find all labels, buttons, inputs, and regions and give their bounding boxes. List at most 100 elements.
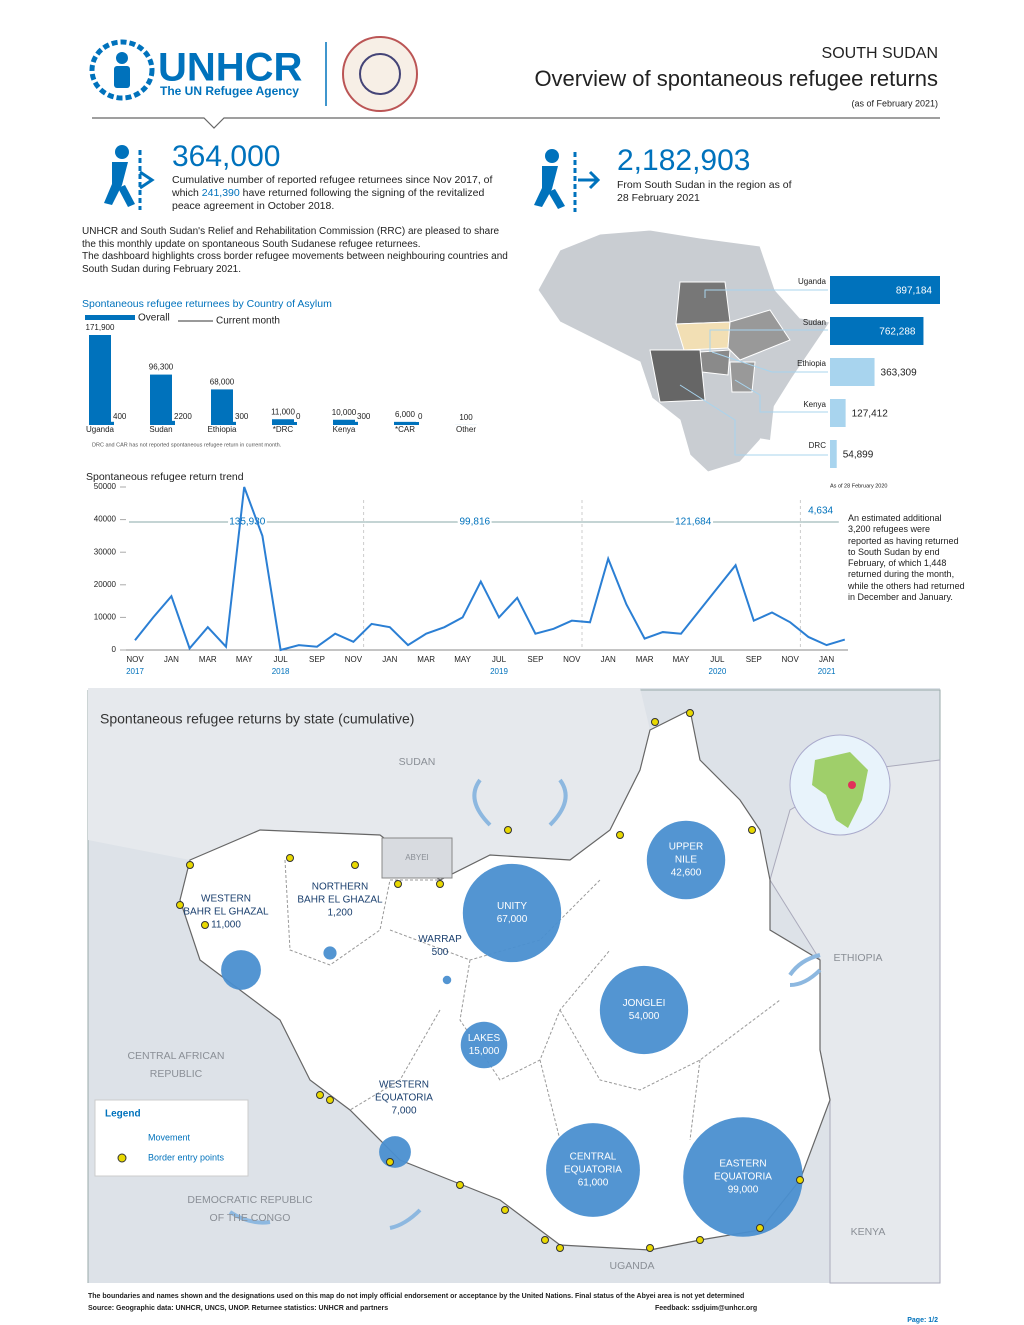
x-tick-label: JUL [492, 655, 507, 664]
state-bubble [442, 975, 452, 985]
y-tick-label: 0 [112, 645, 117, 654]
country-label: ETHIOPIA [833, 952, 882, 964]
unhcr-logo [89, 39, 155, 101]
border-entry-point [286, 854, 294, 862]
returnee-text: Cumulative number of reported refugee re… [172, 174, 512, 213]
intro: UNHCR and South Sudan's Relief and Rehab… [82, 226, 512, 276]
state-name: NORTHERN [312, 882, 368, 893]
border-entry-point [646, 1244, 654, 1252]
border-entry-point [501, 1206, 509, 1214]
text: Cumulative number of reported refugee re… [172, 174, 493, 200]
state-value: 11,000 [211, 920, 241, 931]
value-label: 96,300 [149, 363, 174, 372]
bar [150, 374, 172, 425]
header-rule [92, 117, 940, 129]
value-label: 171,900 [86, 323, 115, 332]
category-label: Ethiopia [797, 359, 826, 368]
x-tick-label: JAN [819, 655, 834, 664]
x-tick-label: MAR [199, 655, 217, 664]
x-tick-label: JAN [601, 655, 616, 664]
period-label: 121,684 [675, 517, 712, 528]
border-entry-point [386, 1158, 394, 1166]
page-number: Page: 1/2 [907, 1317, 938, 1324]
state-value: 99,000 [728, 1185, 759, 1196]
country-label: CENTRAL AFRICAN [127, 1050, 224, 1062]
x-tick-label: JAN [164, 655, 179, 664]
paragraph: The dashboard highlights cross border re… [82, 251, 508, 275]
x-tick-label: SEP [309, 655, 325, 664]
rrc-logo-inner [359, 53, 401, 95]
legend-label: Current month [216, 316, 280, 327]
refugee-icon [534, 149, 601, 212]
state-name: EQUATORIA [375, 1093, 433, 1104]
bar [89, 335, 111, 425]
bar [211, 389, 233, 425]
text: have returned following the signing of t… [172, 187, 485, 213]
x-tick-label: JUL [273, 655, 288, 664]
border-entry-point [756, 1224, 764, 1232]
paragraph: UNHCR and South Sudan's Relief and Rehab… [82, 226, 500, 250]
legend-movement: Movement [148, 1132, 191, 1142]
state-value: 67,000 [497, 914, 528, 925]
state-name: NILE [675, 855, 698, 866]
y-tick-label: 10000 [94, 613, 117, 622]
state-value: 1,200 [327, 908, 352, 919]
country-label: REPUBLIC [150, 1068, 203, 1080]
border-entry-point [326, 1096, 334, 1104]
state-value: 54,000 [629, 1011, 660, 1022]
x-tick-label: MAR [636, 655, 654, 664]
year-label: 2019 [490, 667, 508, 676]
bar-current [159, 420, 175, 425]
globe [789, 734, 891, 836]
bar-current [342, 421, 358, 425]
value-label: 400 [113, 412, 127, 421]
border-entry-point [456, 1181, 464, 1189]
x-tick-label: JAN [382, 655, 397, 664]
border-entry-point [201, 921, 209, 929]
chart-title: Spontaneous refugee return trend [86, 471, 244, 483]
highlight: 241,390 [201, 187, 240, 200]
country-label: SUDAN [399, 756, 436, 768]
feedback: Feedback: ssdjuim@unhcr.org [655, 1305, 757, 1312]
value-label: 54,899 [843, 450, 874, 461]
category-label: Kenya [803, 400, 826, 409]
year-label: 2018 [272, 667, 290, 676]
bar [830, 276, 940, 304]
trend-note: An estimated additional 3,200 refugees w… [848, 513, 965, 602]
legend-entry: Border entry points [148, 1152, 225, 1162]
state-name: EQUATORIA [714, 1172, 772, 1183]
state-value: 42,600 [671, 868, 702, 879]
state-bubble [683, 1117, 803, 1237]
border-entry-point [504, 826, 512, 834]
disclaimer: The boundaries and names shown and the d… [88, 1293, 744, 1300]
border-entry-point [351, 861, 359, 869]
country-label: OF THE CONGO [210, 1212, 291, 1224]
legend-title: Legend [105, 1109, 141, 1120]
x-tick-label: MAY [673, 655, 690, 664]
trend-line [134, 486, 846, 652]
x-tick-label: MAY [454, 655, 471, 664]
border-entry-point [436, 880, 444, 888]
period-label: 4,634 [808, 506, 833, 517]
border-entry-point [796, 1176, 804, 1184]
bar-current [98, 421, 114, 425]
state-value: 7,000 [391, 1106, 416, 1117]
country-label: UGANDA [610, 1260, 655, 1272]
africa-map [537, 229, 831, 473]
year-label: 2021 [818, 667, 836, 676]
country-label: KENYA [851, 1226, 886, 1238]
border-entry-point [556, 1244, 564, 1252]
x-tick-label: MAR [417, 655, 435, 664]
state-name: JONGLEI [623, 998, 666, 1009]
border-entry-point [696, 1236, 704, 1244]
year-label: 2017 [126, 667, 144, 676]
bar [830, 358, 875, 386]
value-label: 10,000 [332, 408, 357, 417]
chart-title: Spontaneous refugee returnees by Country… [82, 298, 332, 310]
chart-note: DRC and CAR has not reported spontaneous… [92, 442, 282, 448]
value-label: 762,288 [879, 327, 916, 338]
y-tick-label: 30000 [94, 547, 117, 556]
period-label: 99,816 [460, 517, 491, 528]
value-label: 127,412 [852, 409, 889, 420]
